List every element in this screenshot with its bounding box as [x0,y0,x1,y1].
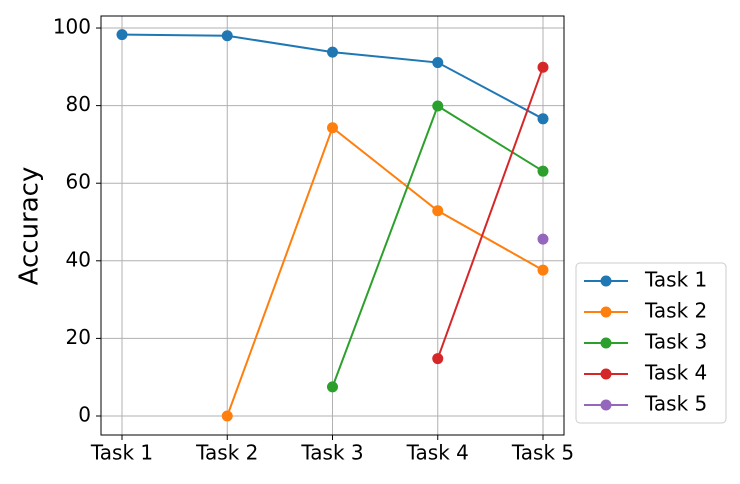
series-line [226,126,544,417]
plot-frame [100,15,565,436]
point [537,113,549,125]
y-tick-label: 60 [66,170,91,194]
y-tick-label: 100 [53,15,91,39]
legend-label: Task 2 [644,299,707,323]
legend-marker [600,368,612,380]
point [432,205,444,217]
point [116,29,128,41]
point [432,100,444,112]
point [537,165,549,177]
point [221,410,233,422]
y-tick-label: 40 [66,247,91,271]
x-tick-label: Task 2 [195,441,258,465]
point [432,353,444,365]
point [327,46,338,58]
y-tick-label: 20 [66,325,91,349]
point [537,61,549,73]
point [221,30,233,42]
point [432,57,444,69]
legend-label: Task 3 [644,330,707,354]
y-tick-label: 80 [66,92,91,116]
legend-marker [600,399,612,411]
legend-frame [575,262,727,424]
legend: Task 1 Task 2 Task 3 Task 4 Task 5 [575,262,727,424]
legend-label: Task 1 [644,268,707,292]
x-tick-label: Task 1 [90,441,153,465]
legend-label: Task 5 [644,392,707,416]
x-tick-label: Task 4 [406,441,469,465]
y-axis-label: Accuracy [15,167,45,286]
legend-marker [600,337,612,349]
x-tick-label: Task 3 [300,441,363,465]
point [537,264,549,276]
legend-marker [600,275,612,287]
legend-marker [600,306,612,318]
x-tick-label: Task 5 [511,441,574,465]
point [327,122,338,134]
point [537,233,549,245]
series-line [436,66,544,359]
y-tick-label: 0 [78,402,91,426]
point [327,381,338,393]
legend-label: Task 4 [644,361,707,385]
